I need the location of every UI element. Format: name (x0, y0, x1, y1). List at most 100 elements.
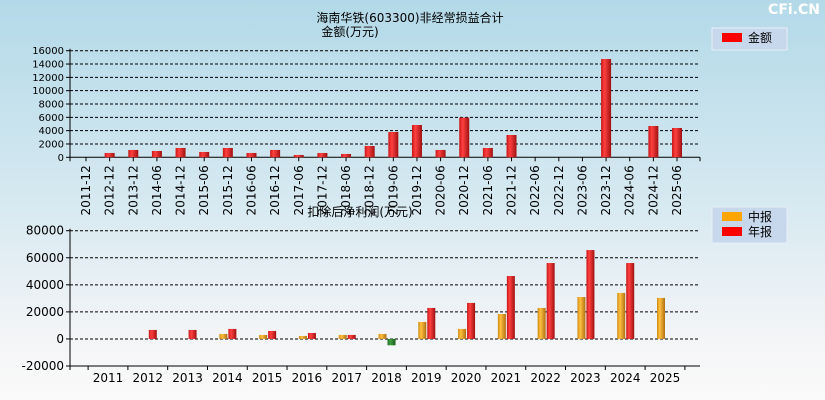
bar (151, 150, 162, 158)
bar-annual (427, 307, 436, 339)
bar-interim (338, 334, 347, 339)
x-tick-label: 2019-12 (410, 165, 424, 215)
y-tick-label: 40000 (26, 278, 64, 292)
x-tick-label: 2021 (491, 371, 522, 385)
bar-interim (537, 307, 546, 339)
bar-interim (657, 297, 665, 339)
y-tick-label: 80000 (26, 224, 64, 238)
x-tick-label: 2025-06 (670, 165, 684, 215)
y-tick-label: 0 (58, 153, 64, 164)
bar (341, 153, 352, 158)
bar-annual (148, 329, 157, 339)
bar (482, 147, 493, 158)
bar-interim (298, 335, 307, 339)
bar-annual (268, 330, 277, 339)
x-tick-label: 2015 (252, 371, 283, 385)
bar (648, 125, 659, 158)
x-tick-label: 2012-12 (103, 165, 117, 215)
x-tick-label: 2011 (93, 371, 124, 385)
bar-annual (387, 338, 396, 346)
y-tick-label: 60000 (26, 251, 64, 265)
x-tick-label: 2024-12 (646, 165, 660, 215)
y-tick-label: -20000 (21, 359, 64, 373)
x-tick-label: 2013 (172, 371, 203, 385)
x-tick-label: 2018 (371, 371, 402, 385)
bar-interim (577, 296, 586, 339)
legend-label: 中报 (748, 209, 772, 224)
bar (459, 117, 470, 158)
x-tick-label: 2019 (411, 371, 442, 385)
x-tick-label: 2013-12 (126, 165, 140, 215)
bar-annual (228, 328, 237, 339)
x-tick-label: 2017-12 (315, 165, 329, 215)
bar-annual (188, 329, 197, 339)
bar (128, 149, 139, 158)
bar (364, 145, 375, 158)
bar (435, 149, 446, 158)
y-tick-label: 20000 (26, 305, 64, 319)
y-tick-label: 10000 (32, 86, 64, 97)
bar (672, 127, 682, 158)
y-tick-label: 16000 (32, 46, 64, 57)
y-tick-label: 4000 (39, 126, 64, 137)
x-tick-label: 2015-12 (221, 165, 235, 215)
legend-swatch (722, 227, 742, 236)
x-tick-label: 2014-06 (150, 165, 164, 215)
x-tick-label: 2014 (212, 371, 243, 385)
bar (199, 151, 210, 158)
legend-label: 金额 (748, 30, 772, 45)
x-tick-label: 2021-12 (505, 165, 519, 215)
bar-annual (546, 263, 555, 339)
bar (411, 124, 422, 158)
x-tick-label: 2020 (451, 371, 482, 385)
x-tick-label: 2015-06 (197, 165, 211, 215)
x-tick-label: 2012 (133, 371, 164, 385)
legend-swatch (722, 33, 742, 42)
x-tick-label: 2016-06 (244, 165, 258, 215)
bar (317, 152, 328, 158)
x-tick-label: 2022-12 (552, 165, 566, 215)
y-tick-label: 8000 (39, 100, 64, 111)
bar-interim (617, 292, 626, 339)
y-tick-label: 12000 (32, 73, 64, 84)
bar-annual (467, 302, 476, 339)
x-tick-label: 2024-06 (623, 165, 637, 215)
x-tick-label: 2017-06 (292, 165, 306, 215)
y-tick-label: 14000 (32, 60, 64, 71)
legend-label: 年报 (748, 224, 772, 239)
x-tick-label: 2016-12 (268, 165, 282, 215)
x-tick-label: 2024 (610, 371, 641, 385)
x-tick-label: 2011-12 (79, 165, 93, 215)
x-tick-label: 2020-12 (457, 165, 471, 215)
x-tick-label: 2023 (570, 371, 601, 385)
chart1-title: 海南华铁(603300)非经常损益合计 (316, 10, 503, 25)
bar (506, 134, 517, 158)
x-tick-label: 2018-12 (363, 165, 377, 215)
y-tick-label: 0 (56, 332, 64, 346)
bar-interim (219, 333, 228, 339)
bar (175, 147, 186, 158)
chart2-title: 扣除后净利润(万元) (307, 204, 412, 219)
bar-annual (506, 276, 515, 339)
x-tick-label: 2022 (530, 371, 561, 385)
bar (246, 152, 257, 158)
watermark: CFi.CN (768, 2, 820, 18)
y-tick-label: 2000 (39, 139, 64, 150)
x-tick-label: 2016 (292, 371, 323, 385)
x-tick-label: 2014-12 (174, 165, 188, 215)
bar (293, 154, 304, 158)
chart1-subtitle: 金额(万元) (321, 24, 378, 39)
bar (270, 149, 281, 158)
bar-annual (307, 332, 316, 339)
bar (388, 131, 399, 158)
bar-annual (347, 334, 356, 339)
bar (222, 147, 233, 158)
bar-interim (458, 328, 467, 339)
bar-annual (586, 250, 595, 339)
bar-annual (626, 263, 635, 339)
bar (104, 152, 115, 158)
y-tick-label: 6000 (39, 113, 64, 124)
x-tick-label: 2018-06 (339, 165, 353, 215)
x-tick-label: 2020-06 (434, 165, 448, 215)
